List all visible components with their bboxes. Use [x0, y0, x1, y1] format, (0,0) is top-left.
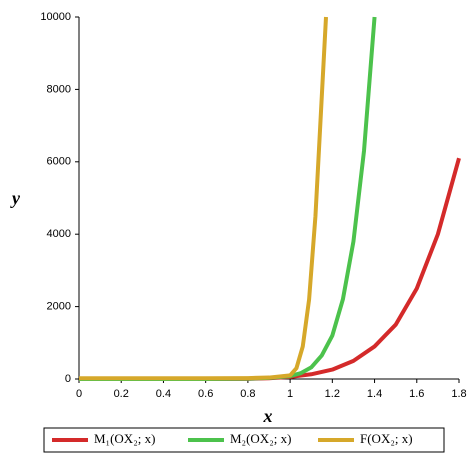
y-tick-label: 6000 [47, 156, 71, 168]
x-tick-label: 1 [287, 388, 293, 400]
x-tick-label: 0.4 [156, 388, 171, 400]
series-line [79, 16, 377, 381]
x-tick-label: 1.4 [367, 388, 382, 400]
x-tick-label: 1.8 [451, 388, 466, 400]
y-tick-label: 4000 [47, 228, 71, 240]
x-tick-label: 1.6 [409, 388, 424, 400]
x-tick-label: 0.2 [114, 388, 129, 400]
y-tick-label: 0 [65, 373, 71, 385]
legend-label: M₁(OX₂; x) [94, 431, 155, 446]
y-axis-label: y [10, 188, 21, 208]
legend-label: F(OX₂; x) [360, 431, 413, 446]
y-tick-label: 8000 [47, 83, 71, 95]
x-tick-label: 0.6 [198, 388, 213, 400]
legend-label: M₂(OX₂; x) [230, 431, 291, 446]
y-tick-label: 10000 [40, 11, 71, 23]
x-axis-label: x [263, 406, 273, 426]
y-tick-label: 2000 [47, 301, 71, 313]
series-line [79, 157, 461, 381]
x-tick-label: 0.8 [240, 388, 255, 400]
x-tick-label: 0 [76, 388, 82, 400]
x-tick-label: 1.2 [325, 388, 340, 400]
legend-box [43, 427, 445, 453]
series-line [79, 16, 328, 381]
